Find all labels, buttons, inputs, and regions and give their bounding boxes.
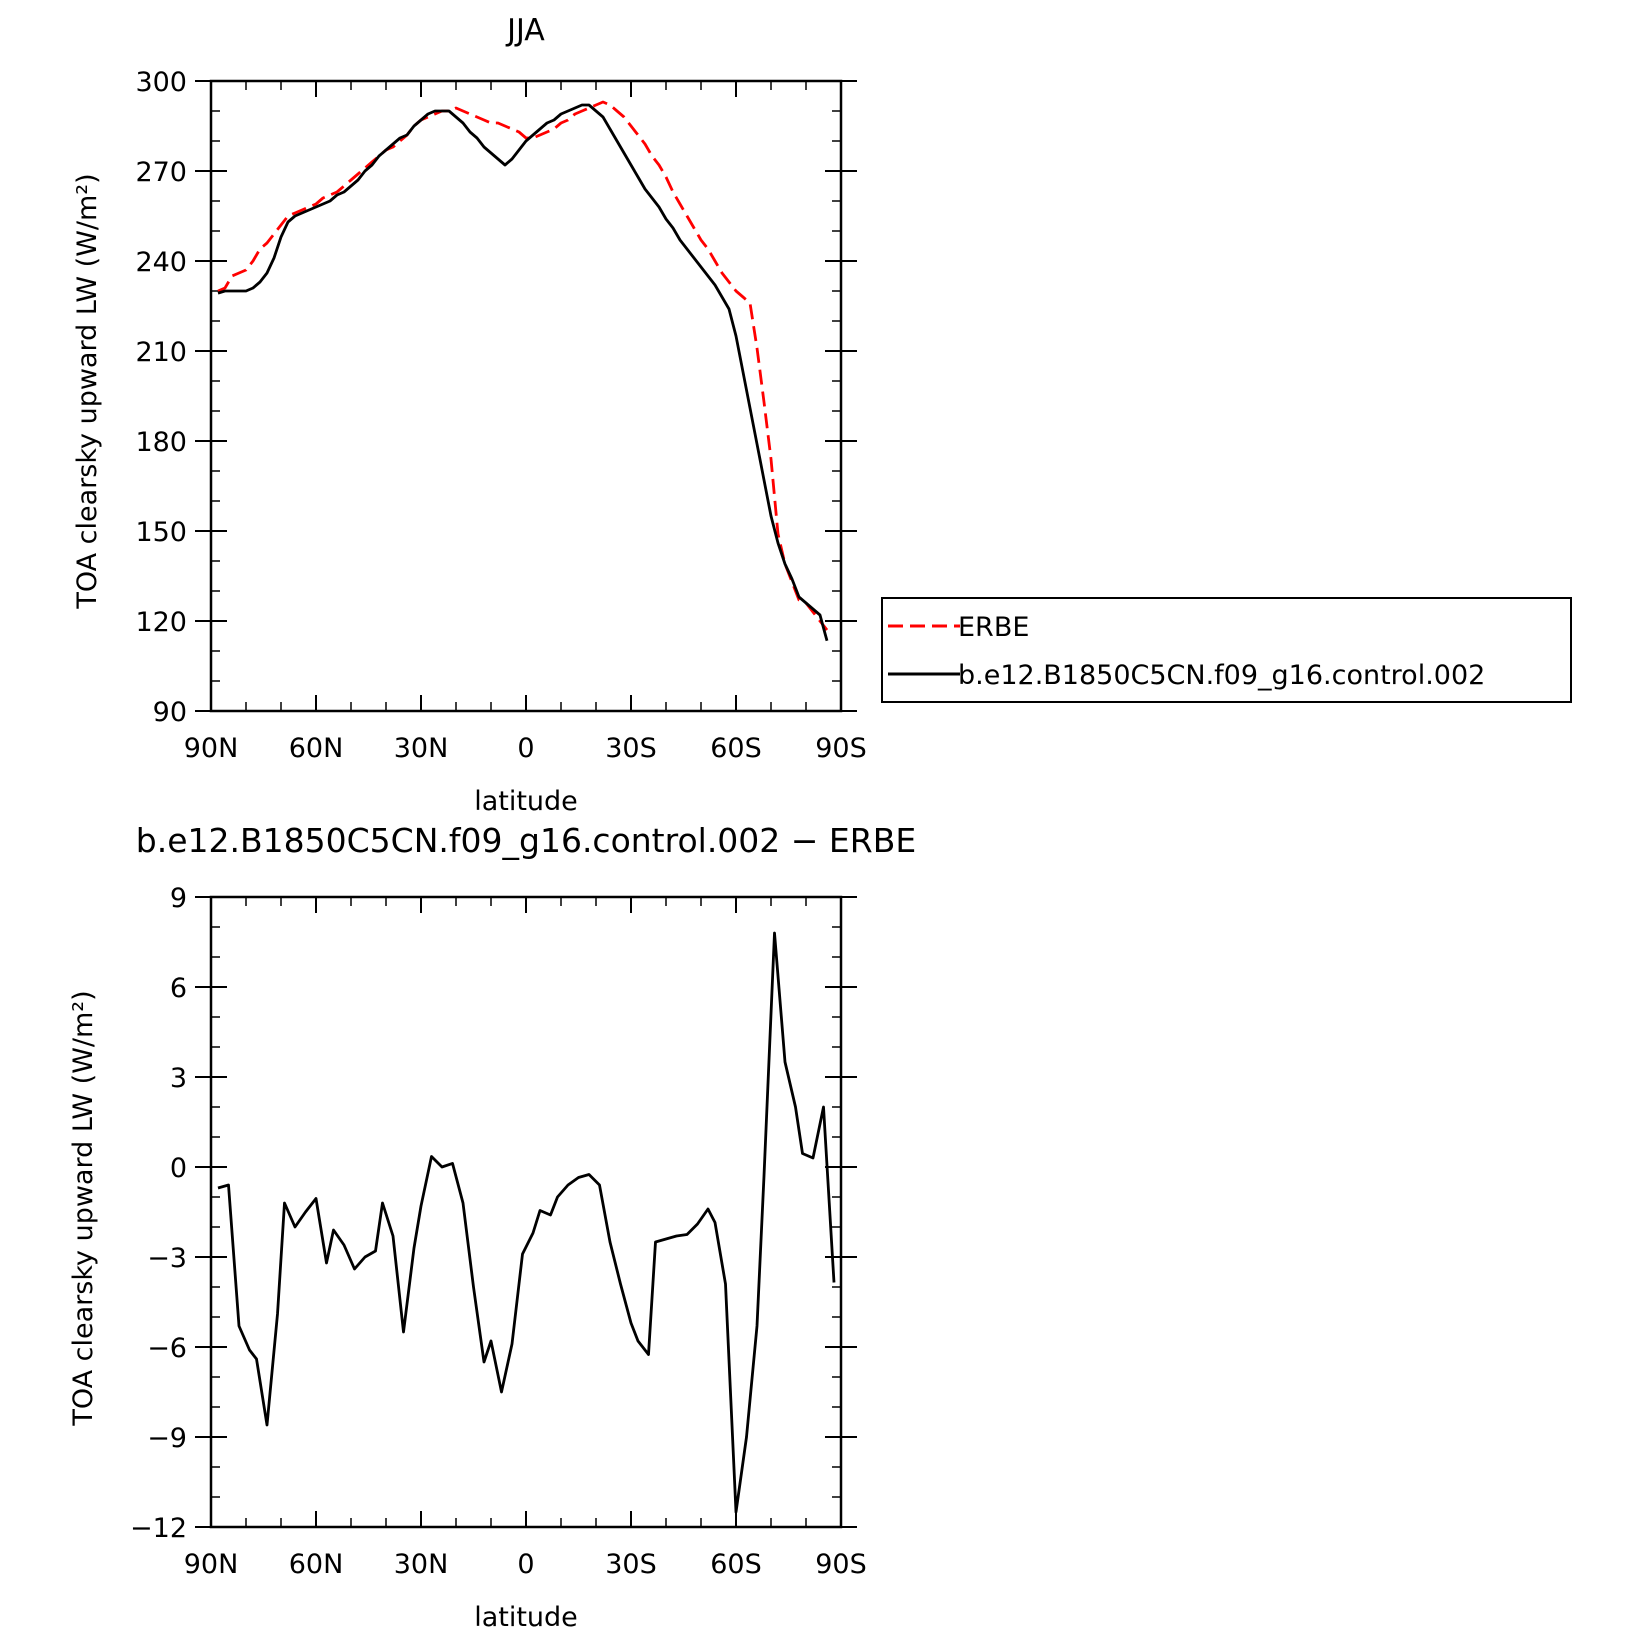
top-chart-title: JJA bbox=[505, 13, 545, 48]
top-x-tick-label: 60N bbox=[289, 733, 344, 764]
bottom-x-tick-label: 60N bbox=[289, 1549, 344, 1580]
top-x-tick-label: 60S bbox=[710, 733, 762, 764]
top-y-tick-label: 300 bbox=[135, 67, 187, 98]
bottom-y-axis-title: TOA clearsky upward LW (W/m²) bbox=[68, 990, 99, 1426]
top-y-axis-title: TOA clearsky upward LW (W/m²) bbox=[72, 173, 103, 609]
bottom-x-tick-label: 90N bbox=[184, 1549, 239, 1580]
bottom-y-tick-label: 6 bbox=[170, 973, 187, 1004]
top-y-tick-label: 270 bbox=[135, 157, 187, 188]
top-x-tick-label: 90S bbox=[815, 733, 867, 764]
legend-box bbox=[881, 597, 1572, 703]
bottom-x-tick-label: 30S bbox=[605, 1549, 657, 1580]
bottom-y-tick-label: 3 bbox=[170, 1063, 187, 1094]
top-axis-ticks: 90N 60N 30N 0 30S 60S 90S 90 120 150 180 210 240 270 3… bbox=[135, 67, 866, 764]
bottom-series-group bbox=[217, 931, 836, 1514]
top-x-tick-label: 30S bbox=[605, 733, 657, 764]
bottom-y-tick-label: −9 bbox=[147, 1423, 187, 1454]
bottom-axis-ticks: 90N 60N 30N 0 30S 60S 90S 9 6 3 0 −3 −6 −9 −12 bbox=[130, 883, 867, 1580]
top-series-erbe-line bbox=[217, 100, 829, 631]
top-y-tick-label: 210 bbox=[135, 337, 187, 368]
top-series-group bbox=[217, 100, 829, 642]
bottom-panel: b.e12.B1850C5CN.f09_g16.control.002 − ER… bbox=[68, 821, 916, 1631]
top-x-tick-label: 30N bbox=[394, 733, 449, 764]
bottom-plot-frame bbox=[209, 895, 843, 1529]
legend-label-model: b.e12.B1850C5CN.f09_g16.control.002 bbox=[958, 660, 1485, 691]
bottom-y-tick-label: 0 bbox=[170, 1153, 187, 1184]
bottom-x-tick-label: 90S bbox=[815, 1549, 867, 1580]
bottom-y-tick-label: −3 bbox=[147, 1243, 187, 1274]
bottom-y-tick-label: −12 bbox=[130, 1513, 187, 1544]
top-y-tick-label: 90 bbox=[153, 697, 187, 728]
top-y-tick-label: 120 bbox=[135, 607, 187, 638]
legend-label-erbe: ERBE bbox=[958, 612, 1029, 643]
bottom-x-tick-label: 0 bbox=[517, 1549, 534, 1580]
top-series-model-line bbox=[217, 103, 829, 642]
legend: ERBE b.e12.B1850C5CN.f09_g16.control.002 bbox=[881, 597, 1572, 703]
top-y-tick-label: 240 bbox=[135, 247, 187, 278]
bottom-series-difference-line bbox=[217, 931, 836, 1514]
top-plot-frame bbox=[209, 79, 843, 713]
bottom-x-tick-label: 30N bbox=[394, 1549, 449, 1580]
bottom-chart-title: b.e12.B1850C5CN.f09_g16.control.002 − ER… bbox=[136, 821, 916, 860]
top-y-tick-label: 180 bbox=[135, 427, 187, 458]
top-panel: JJA latitude TOA clearsky upward LW (W/m… bbox=[72, 13, 867, 817]
bottom-x-tick-label: 60S bbox=[710, 1549, 762, 1580]
bottom-x-axis-title: latitude bbox=[474, 1602, 578, 1631]
top-y-tick-label: 150 bbox=[135, 517, 187, 548]
top-x-tick-label: 0 bbox=[517, 733, 534, 764]
top-x-axis-title: latitude bbox=[474, 786, 578, 817]
bottom-y-tick-label: 9 bbox=[170, 883, 187, 914]
bottom-y-tick-label: −6 bbox=[147, 1333, 187, 1364]
top-x-tick-label: 90N bbox=[184, 733, 239, 764]
